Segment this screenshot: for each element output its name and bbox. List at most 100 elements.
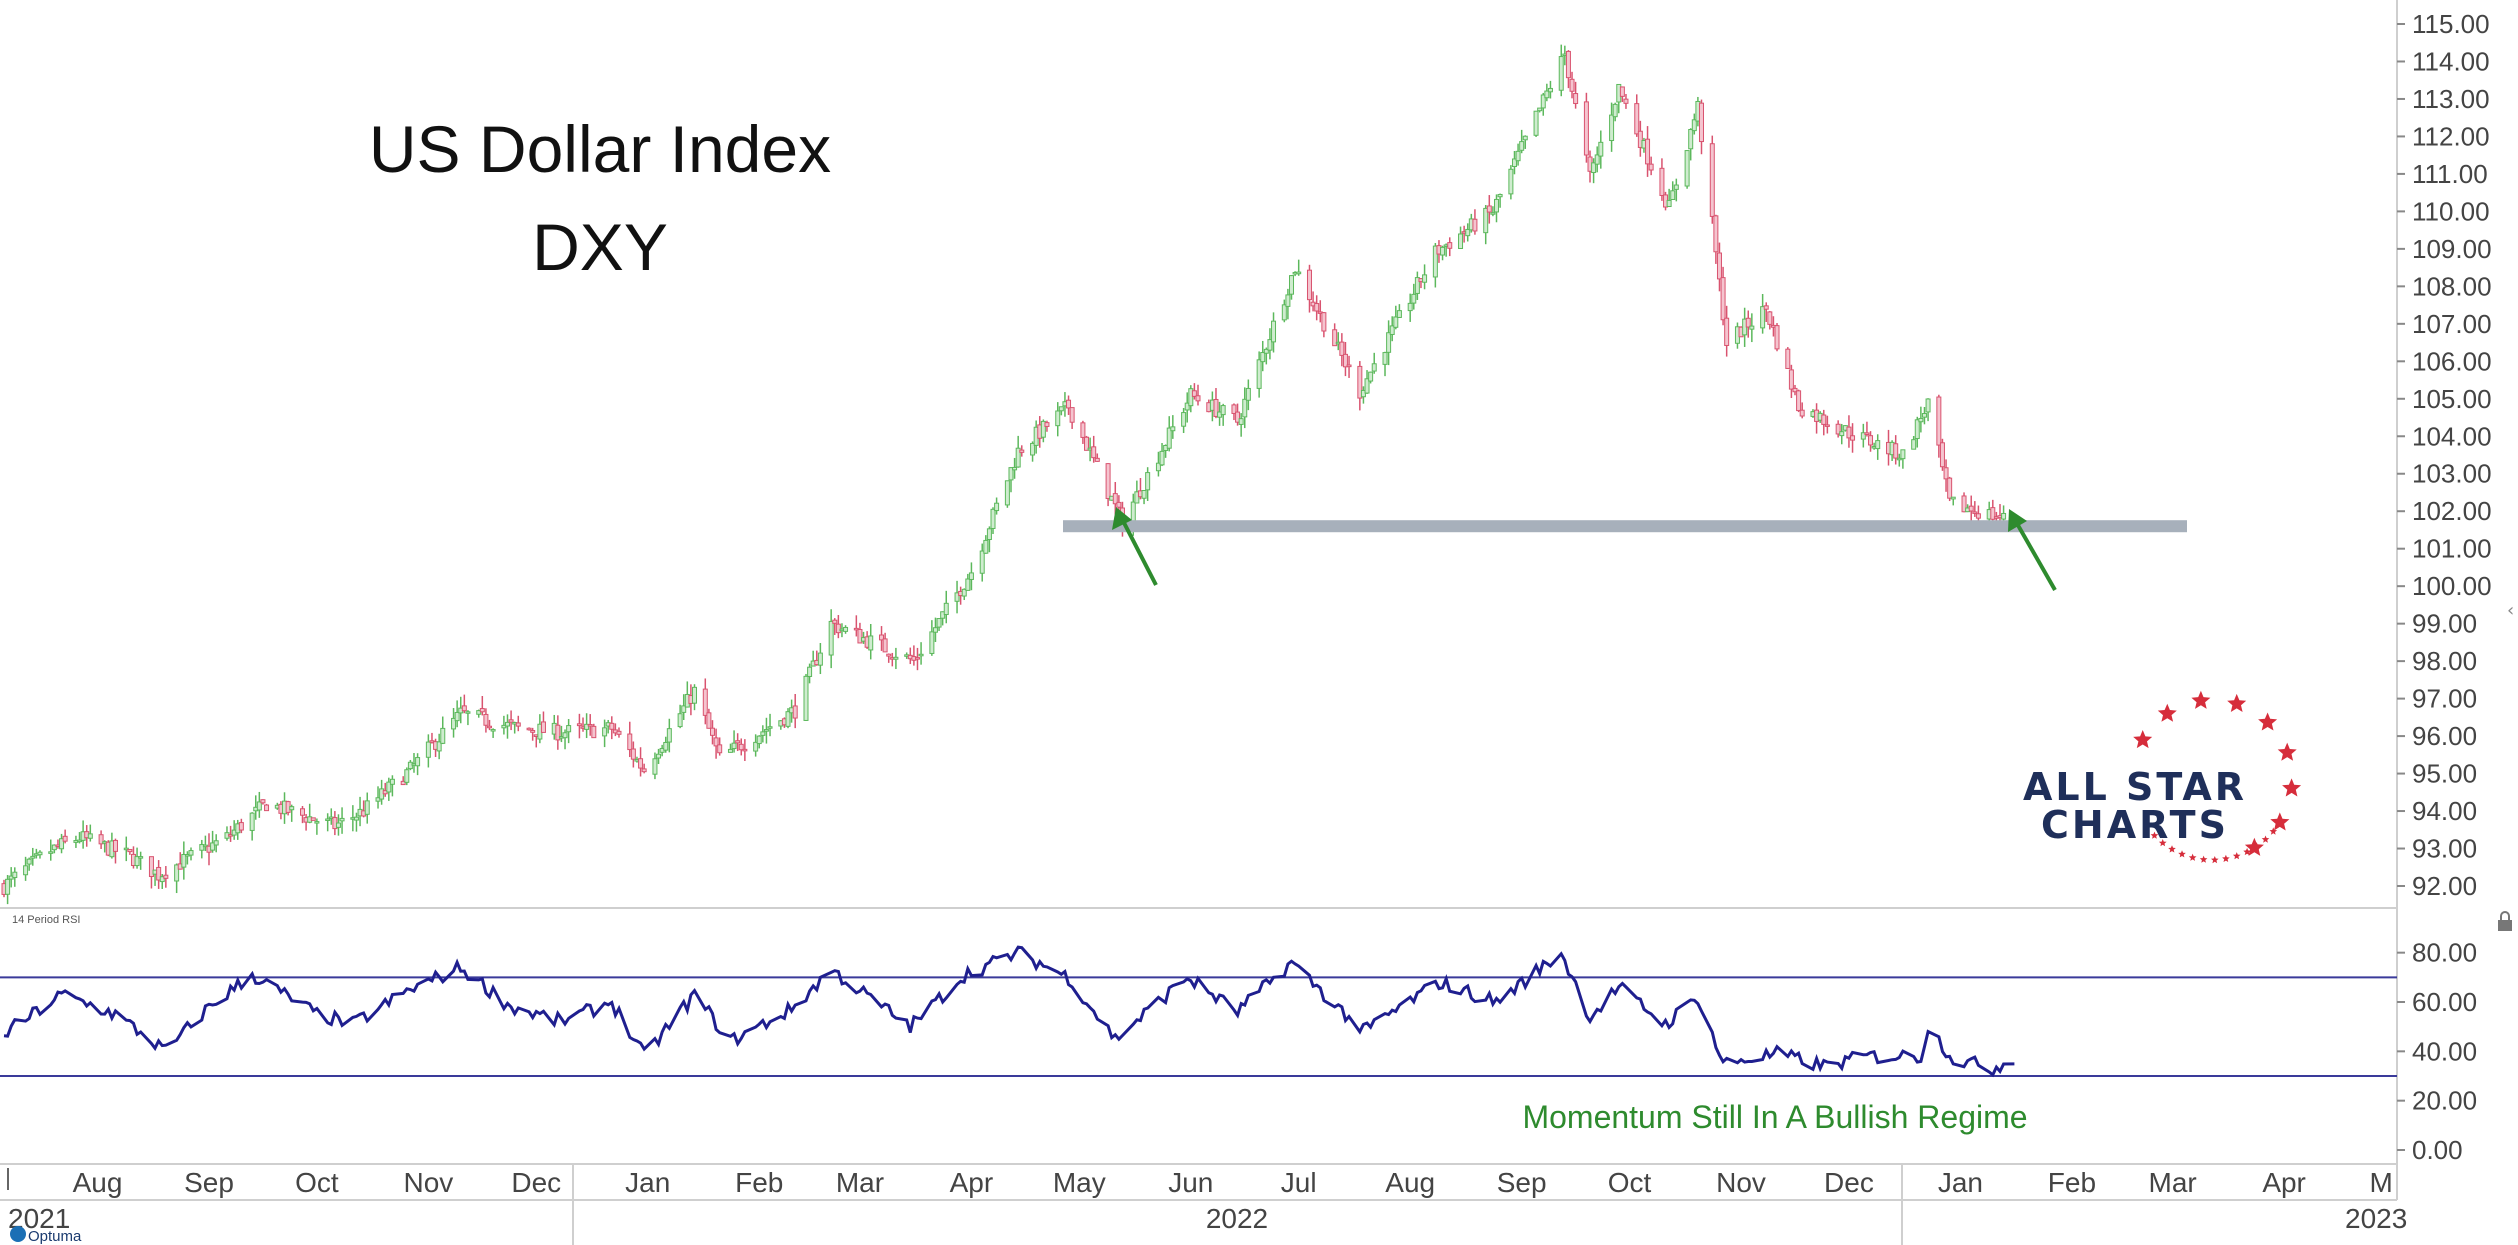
candle-body — [1458, 233, 1464, 250]
candle-body — [1547, 87, 1553, 93]
rsi-tick-label: 20.00 — [2412, 1086, 2477, 1116]
candle-body — [461, 705, 467, 712]
candle-body — [1914, 419, 1920, 440]
candle-body — [1296, 271, 1302, 275]
candle-body — [59, 838, 65, 850]
candle-body — [1105, 463, 1111, 500]
candle-body — [1691, 119, 1697, 132]
candle-body — [1950, 496, 1956, 500]
candle-body — [1540, 94, 1546, 109]
candle-body — [1004, 480, 1010, 506]
candle-body — [112, 839, 118, 852]
chart-title-line1: US Dollar Index — [369, 112, 831, 186]
candle-body — [731, 742, 737, 750]
candle-body — [1422, 274, 1428, 283]
candle-body — [1166, 427, 1172, 449]
candle-body — [1389, 325, 1395, 335]
candle-body — [249, 812, 255, 831]
candle-body — [1688, 129, 1694, 150]
candle-body — [1069, 407, 1075, 423]
month-label: May — [1053, 1167, 1106, 1198]
candle-body — [1846, 426, 1852, 439]
candle-body — [1544, 90, 1550, 99]
candle-body — [1019, 449, 1025, 453]
candle-body — [616, 730, 622, 735]
candle-body — [943, 602, 949, 616]
candle-body — [929, 631, 935, 654]
candle-body — [123, 847, 129, 851]
price-candles — [1, 44, 2007, 905]
candle-body — [1145, 472, 1151, 491]
candle-body — [1850, 435, 1856, 441]
candle-body — [325, 818, 331, 821]
candle-body — [127, 848, 133, 853]
candle-body — [1155, 462, 1161, 472]
candle-body — [440, 727, 446, 744]
candle-body — [760, 731, 766, 736]
year-label: 2022 — [1206, 1203, 1268, 1234]
candle-body — [702, 688, 708, 716]
candle-body — [666, 728, 672, 743]
candle-body — [1184, 402, 1190, 411]
candle-body — [627, 733, 633, 751]
candle-body — [727, 748, 733, 753]
month-label: Jun — [1168, 1167, 1213, 1198]
candle-body — [1116, 501, 1122, 508]
candle-body — [415, 757, 421, 767]
candle-body — [1231, 404, 1237, 414]
candle-body — [1141, 490, 1147, 499]
candle-body — [753, 741, 759, 752]
candle-body — [1465, 228, 1471, 237]
candle-body — [1990, 507, 1996, 520]
candle-body — [501, 724, 507, 729]
month-label: M — [2370, 1167, 2393, 1198]
candle-body — [1342, 353, 1348, 368]
candle-body — [87, 833, 93, 839]
candle-body — [735, 740, 741, 744]
candle-body — [1346, 364, 1352, 368]
candle-body — [1396, 310, 1402, 318]
candle-body — [677, 713, 683, 728]
candle-body — [1267, 339, 1273, 351]
candle-body — [1386, 332, 1392, 353]
candle-body — [1066, 399, 1072, 409]
candle-body — [404, 769, 410, 783]
logo-star — [2277, 742, 2297, 761]
month-label: Dec — [511, 1167, 561, 1198]
candle-body — [893, 656, 899, 660]
candle-body — [199, 844, 205, 851]
candle-body — [314, 821, 320, 824]
candle-body — [1511, 158, 1517, 168]
candle-body — [1490, 212, 1496, 215]
candle-body — [1720, 277, 1726, 321]
month-label: Nov — [403, 1167, 453, 1198]
candle-body — [1044, 422, 1050, 427]
price-tick-label: 94.00 — [2412, 796, 2477, 826]
candle-body — [400, 780, 406, 786]
lock-icon[interactable] — [2498, 911, 2512, 931]
candle-body — [1796, 390, 1802, 412]
candle-body — [681, 705, 687, 713]
candle-body — [587, 724, 593, 727]
candle-body — [918, 653, 924, 657]
candle-body — [1407, 302, 1413, 312]
candle-body — [1760, 306, 1766, 329]
candle-body — [979, 550, 985, 574]
candle-body — [785, 711, 791, 727]
candle-body — [1724, 317, 1730, 346]
candle-body — [12, 871, 18, 879]
candle-body — [1256, 359, 1262, 389]
candle-body — [1645, 138, 1651, 165]
logo-star-small — [2243, 847, 2251, 856]
panel-collapse-icon[interactable]: ‹ — [2507, 600, 2514, 621]
rsi-axis: 0.00 20.00 40.00 60.00 80.00 — [2397, 938, 2477, 1165]
candle-body — [1824, 424, 1830, 427]
candle-body — [1134, 491, 1140, 504]
price-tick-label: 115.00 — [2412, 9, 2490, 39]
logo-star-small — [2150, 831, 2159, 839]
candle-body — [692, 686, 698, 704]
rsi-tick-label: 0.00 — [2412, 1135, 2463, 1165]
candle-body — [51, 844, 57, 851]
candle-body — [1371, 363, 1377, 372]
logo-star — [2258, 712, 2278, 731]
